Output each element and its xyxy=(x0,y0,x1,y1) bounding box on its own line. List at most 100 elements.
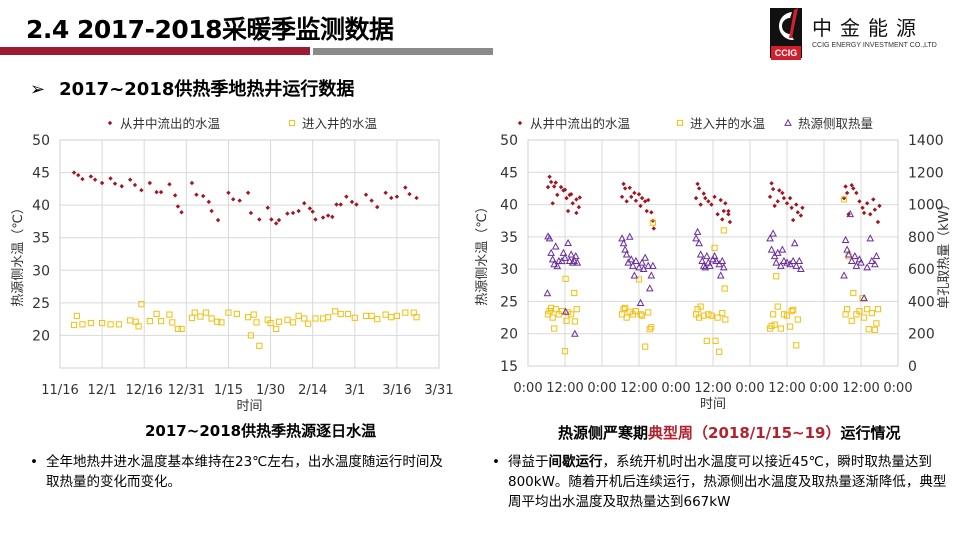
data-point-diamond xyxy=(389,195,394,201)
data-point-diamond xyxy=(843,184,848,189)
data-point-square xyxy=(301,315,308,322)
data-point-square xyxy=(788,308,795,315)
data-point-diamond xyxy=(798,213,804,218)
logo-english-name: CCIG ENERGY INVESTMENT CO.,LTD xyxy=(812,42,937,49)
data-point-diamond xyxy=(695,181,700,187)
data-point-diamond xyxy=(854,190,859,196)
data-point-triangle xyxy=(571,251,580,260)
data-point-square xyxy=(107,321,114,328)
data-point-triangle xyxy=(698,256,707,264)
arrow-bullet-icon: ➢ xyxy=(30,79,46,100)
data-point-triangle xyxy=(857,258,865,266)
x-tick-label: 3/1 xyxy=(344,383,365,398)
data-point-square xyxy=(648,324,655,331)
data-point-square xyxy=(362,312,370,319)
data-point-diamond xyxy=(245,190,251,195)
data-point-diamond xyxy=(627,185,632,190)
data-point-diamond xyxy=(718,197,723,203)
data-point-diamond xyxy=(868,212,873,217)
data-point-square xyxy=(561,348,569,355)
y2-tick-label: 1000 xyxy=(908,198,944,214)
data-point-square xyxy=(99,319,106,327)
data-point-diamond xyxy=(290,210,296,216)
data-point-square xyxy=(312,315,319,322)
data-point-square xyxy=(548,304,555,311)
data-point-triangle xyxy=(866,234,875,242)
data-point-diamond xyxy=(644,208,649,214)
data-point-triangle xyxy=(772,258,781,266)
data-point-square xyxy=(646,326,653,333)
data-point-diamond xyxy=(369,198,374,203)
data-point-square xyxy=(166,311,173,318)
data-point-diamond xyxy=(363,192,369,197)
left-chart-caption: 2017~2018供热季热源逐日水温 xyxy=(145,422,377,440)
data-point-diamond xyxy=(76,172,81,178)
data-point-triangle xyxy=(850,251,859,260)
data-point-diamond xyxy=(248,210,254,216)
data-point-square xyxy=(250,311,257,318)
data-point-square xyxy=(770,311,777,318)
data-point-square xyxy=(637,311,644,318)
data-point-diamond xyxy=(383,190,388,195)
data-point-diamond xyxy=(574,210,579,216)
data-point-triangle xyxy=(846,209,855,218)
data-point-triangle xyxy=(636,298,645,306)
data-point-diamond xyxy=(132,182,138,188)
data-point-triangle xyxy=(841,235,850,243)
company-logo: CCIG 中金能源 CCIG ENERGY INVESTMENT CO.,LTD xyxy=(770,4,955,60)
data-point-triangle xyxy=(797,264,805,273)
data-point-square xyxy=(402,309,409,316)
data-point-diamond xyxy=(562,187,568,192)
data-point-triangle xyxy=(706,261,714,269)
data-point-square xyxy=(783,312,791,319)
data-point-square xyxy=(642,343,649,350)
data-point-diamond xyxy=(646,197,651,203)
data-point-square xyxy=(218,319,225,326)
data-point-square xyxy=(351,314,358,321)
data-point-triangle xyxy=(548,255,557,263)
title-underline-gray xyxy=(313,48,493,55)
data-point-diamond xyxy=(621,181,626,187)
x-axis-title: 时间 xyxy=(700,397,726,412)
data-point-triangle xyxy=(719,263,728,271)
data-point-diamond xyxy=(231,197,236,202)
data-point-diamond xyxy=(651,226,656,231)
data-point-triangle xyxy=(621,245,629,253)
data-point-triangle xyxy=(553,261,562,270)
data-point-triangle xyxy=(795,256,804,264)
y2-tick-label: 600 xyxy=(908,262,935,278)
data-point-diamond xyxy=(577,195,582,200)
data-point-square xyxy=(712,337,719,344)
x-tick-label: 12:00 xyxy=(842,381,879,396)
data-point-square xyxy=(721,285,728,292)
y-tick-label: 25 xyxy=(32,296,50,312)
plot-area xyxy=(59,139,440,369)
data-point-square xyxy=(868,309,875,317)
data-point-diamond xyxy=(794,202,799,207)
data-point-square xyxy=(87,319,94,327)
legend-marker xyxy=(107,120,113,126)
data-point-triangle xyxy=(630,271,639,279)
data-point-diamond xyxy=(172,193,178,198)
data-point-triangle xyxy=(710,251,719,260)
x-tick-label: 0:00 xyxy=(587,381,616,396)
x-tick-label: 11/16 xyxy=(41,383,78,398)
data-point-triangle xyxy=(567,250,576,258)
x-tick-label: 0:00 xyxy=(883,381,912,396)
typical-week-chart: 15 20 25 30 35 40 45 50 0 200 400 600 800 1000 1200 140… xyxy=(475,116,952,412)
data-point-square xyxy=(794,316,801,323)
y-tick-label: 40 xyxy=(500,198,518,214)
data-point-diamond xyxy=(706,199,711,204)
legend-label: 热源侧取热量 xyxy=(798,116,873,131)
data-point-square xyxy=(563,317,570,324)
y-tick-label: 50 xyxy=(32,133,50,149)
y2-tick-label: 200 xyxy=(908,327,935,343)
data-point-square xyxy=(70,321,78,329)
data-point-square xyxy=(197,313,204,320)
data-point-diamond xyxy=(693,195,699,201)
data-point-diamond xyxy=(795,210,800,215)
y-tick-label: 15 xyxy=(500,359,518,375)
data-point-diamond xyxy=(119,184,124,189)
data-point-triangle xyxy=(551,242,560,250)
x-tick-label: 0:00 xyxy=(661,381,690,396)
